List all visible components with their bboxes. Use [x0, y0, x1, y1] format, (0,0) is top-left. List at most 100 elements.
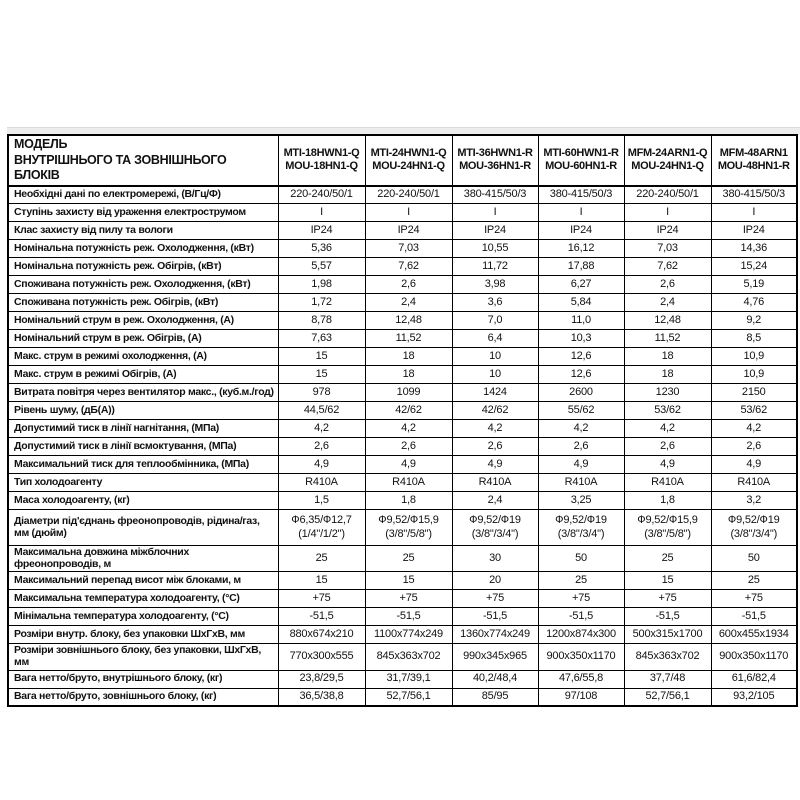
- param-label: Номінальний струм в реж. Обігрів, (А): [7, 329, 279, 349]
- value-cell: 880х674х210: [277, 625, 366, 645]
- value-cell: 4,9: [277, 455, 366, 475]
- value-cell: Ф9,52/Ф19 (3/8"/3/4"): [537, 509, 625, 547]
- value-cell: 990х345х965: [451, 643, 539, 671]
- value-cell: 7,62: [623, 257, 712, 277]
- value-cell: Ф9,52/Ф15,9 (3/8"/5/8"): [364, 509, 453, 547]
- value-cell: 55/62: [537, 401, 625, 421]
- value-cell: R410A: [710, 473, 798, 493]
- value-cell: I: [537, 203, 625, 223]
- value-cell: 11,0: [537, 311, 625, 331]
- value-cell: IP24: [451, 221, 539, 241]
- param-label: Споживана потужність реж. Обігрів, (кВт): [7, 293, 279, 313]
- value-cell: Ф9,52/Ф19 (3/8"/3/4"): [710, 509, 798, 547]
- value-cell: 52,7/56,1: [623, 687, 712, 707]
- value-cell: 8,78: [277, 311, 366, 331]
- value-cell: 4,9: [451, 455, 539, 475]
- table-row: Витрата повітря через вентилятор макс., …: [7, 383, 798, 403]
- value-cell: IP24: [277, 221, 366, 241]
- value-cell: I: [710, 203, 798, 223]
- value-cell: 23,8/29,5: [277, 669, 366, 689]
- table-row: Тип холодоагенту R410A R410A R410A R410A R410…: [7, 473, 798, 493]
- value-cell: 12,6: [537, 347, 625, 367]
- value-cell: 1360х774х249: [451, 625, 539, 645]
- value-cell: 4,9: [623, 455, 712, 475]
- header-model-2: MTI-24HWN1-Q MOU-24HN1-Q: [364, 134, 453, 187]
- param-label: Номінальна потужність реж. Охолодження, …: [7, 239, 279, 259]
- param-label: Вага нетто/бруто, внутрішнього блоку, (к…: [7, 669, 279, 689]
- table-row: Максимальний перепад висот між блоками, …: [7, 571, 798, 591]
- table-row: Маса холодоагенту, (кг) 1,5 1,8 2,4 3,25 1,8 3…: [7, 491, 798, 511]
- value-cell: IP24: [710, 221, 798, 241]
- value-cell: 500х315х1700: [623, 625, 712, 645]
- table-row: Максимальний тиск для теплообмінника, (М…: [7, 455, 798, 475]
- value-cell: -51,5: [623, 607, 712, 627]
- param-label: Мінімальна температура холодоагенту, (°С…: [7, 607, 279, 627]
- value-cell: I: [623, 203, 712, 223]
- param-label: Максимальна температура холодоагенту, (°…: [7, 589, 279, 609]
- value-cell: 2150: [710, 383, 798, 403]
- value-cell: 845х363х702: [623, 643, 712, 671]
- value-cell: 15: [623, 571, 712, 591]
- value-cell: I: [451, 203, 539, 223]
- value-cell: +75: [623, 589, 712, 609]
- param-label: Маса холодоагенту, (кг): [7, 491, 279, 511]
- value-cell: 44,5/62: [277, 401, 366, 421]
- value-cell: 25: [623, 545, 712, 573]
- param-label: Максимальна довжина міжблочних фреонопро…: [7, 545, 279, 573]
- spec-table-body: Необхідні дані по електромережі, (В/Гц/Ф…: [7, 185, 798, 707]
- table-row: Номінальний струм в реж. Охолодження, (А…: [7, 311, 798, 331]
- value-cell: 53/62: [710, 401, 798, 421]
- value-cell: 31,7/39,1: [364, 669, 453, 689]
- value-cell: 18: [623, 347, 712, 367]
- value-cell: 85/95: [451, 687, 539, 707]
- value-cell: 11,52: [364, 329, 453, 349]
- table-row: Розміри внутр. блоку, без упаковки ШхГхВ…: [7, 625, 798, 645]
- table-row: Допустимий тиск в лінії нагнітання, (МПа…: [7, 419, 798, 439]
- value-cell: 18: [364, 347, 453, 367]
- value-cell: 50: [710, 545, 798, 573]
- value-cell: 40,2/48,4: [451, 669, 539, 689]
- param-label: Розміри зовнішнього блоку, без упаковки,…: [7, 643, 279, 671]
- value-cell: 4,9: [710, 455, 798, 475]
- value-cell: +75: [537, 589, 625, 609]
- value-cell: 7,62: [364, 257, 453, 277]
- value-cell: 220-240/50/1: [277, 185, 366, 205]
- table-row: Максимальна температура холодоагенту, (°…: [7, 589, 798, 609]
- value-cell: 16,12: [537, 239, 625, 259]
- value-cell: 37,7/48: [623, 669, 712, 689]
- value-cell: 1,5: [277, 491, 366, 511]
- value-cell: 2,6: [277, 437, 366, 457]
- value-cell: 25: [537, 571, 625, 591]
- header-model-3: MTI-36HWN1-R MOU-36HN1-R: [451, 134, 539, 187]
- value-cell: 15: [277, 347, 366, 367]
- param-label: Вага нетто/бруто, зовнішнього блоку, (кг…: [7, 687, 279, 707]
- value-cell: 2,4: [451, 491, 539, 511]
- value-cell: 2600: [537, 383, 625, 403]
- param-label: Ступінь захисту від ураження електростру…: [7, 203, 279, 223]
- header-param-title: МОДЕЛЬ ВНУТРІШНЬОГО ТА ЗОВНІШНЬОГО БЛОКІ…: [7, 134, 279, 187]
- value-cell: 10: [451, 365, 539, 385]
- value-cell: R410A: [537, 473, 625, 493]
- value-cell: 93,2/105: [710, 687, 798, 707]
- table-row: Макс. струм в режимі охолодження, (А) 15 1…: [7, 347, 798, 367]
- table-row: Розміри зовнішнього блоку, без упаковки,…: [7, 643, 798, 671]
- value-cell: -51,5: [710, 607, 798, 627]
- table-row: Максимальна довжина міжблочних фреонопро…: [7, 545, 798, 573]
- table-row: Споживана потужність реж. Охолодження, (…: [7, 275, 798, 295]
- value-cell: Ф6,35/Ф12,7 (1/4"/1/2"): [277, 509, 366, 547]
- param-label: Необхідні дані по електромережі, (В/Гц/Ф…: [7, 185, 279, 205]
- value-cell: 1200х874х300: [537, 625, 625, 645]
- pre-table-strip: [7, 127, 800, 135]
- value-cell: 7,03: [364, 239, 453, 259]
- param-label: Максимальний перепад висот між блоками, …: [7, 571, 279, 591]
- value-cell: 2,6: [623, 275, 712, 295]
- value-cell: 15,24: [710, 257, 798, 277]
- value-cell: 5,19: [710, 275, 798, 295]
- value-cell: 600х455х1934: [710, 625, 798, 645]
- value-cell: -51,5: [537, 607, 625, 627]
- value-cell: 4,9: [364, 455, 453, 475]
- param-label: Макс. струм в режимі Обігрів, (А): [7, 365, 279, 385]
- header-model-6: MFM-48ARN1 MOU-48HN1-R: [710, 134, 798, 187]
- param-label: Споживана потужність реж. Охолодження, (…: [7, 275, 279, 295]
- table-row: Ступінь захисту від ураження електростру…: [7, 203, 798, 223]
